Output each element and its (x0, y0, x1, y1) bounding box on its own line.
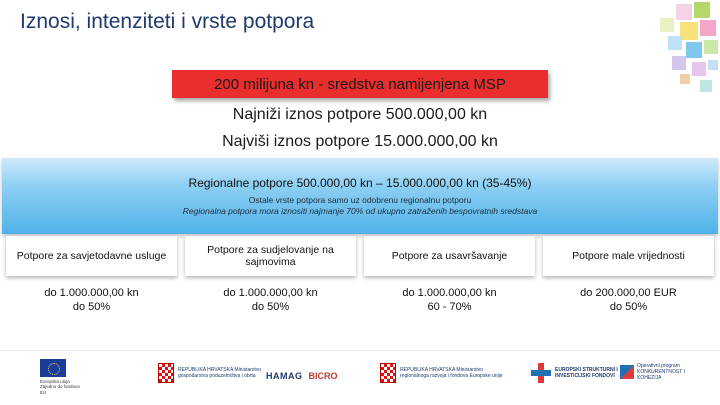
support-column: Potpore za savjetodavne usluge do 1.000.… (2, 236, 181, 348)
support-column-header: Potpore male vrijednosti (543, 236, 714, 276)
ministry-economy-text: REPUBLIKA HRVATSKA Ministarstvo gospodar… (178, 366, 262, 379)
min-amount: Najniži iznos potpore 500.000,00 kn (232, 106, 488, 123)
support-intensity: 60 - 70% (427, 301, 472, 314)
msp-banner: 200 milijuna kn - sredstva namijenjena M… (172, 70, 548, 98)
hamag-bicro-logo: HAMAG BICRO (266, 371, 338, 381)
support-amount: do 1.000.000,00 kn (402, 287, 497, 299)
max-amount: Najviši iznos potpore 15.000.000,00 kn (222, 133, 498, 150)
hamag-text: HAMAG (266, 371, 303, 381)
op-logo: Operativni program KONKURENTNOST I KOHEZ… (620, 363, 709, 381)
support-amount: do 1.000.000,00 kn (223, 287, 318, 299)
support-intensity: do 50% (609, 301, 648, 314)
footer-logos: Europska unija Zajedno do fondova EU REP… (0, 350, 720, 405)
support-column-value: do 200.000,00 EUR do 50% (539, 286, 718, 315)
op-text: Operativni program KONKURENTNOST I KOHEZ… (637, 363, 685, 381)
support-column-header: Potpore za sudjelovanje na sajmovima (185, 236, 356, 276)
support-column: Potpore male vrijednosti do 200.000,00 E… (539, 236, 718, 348)
decorative-squares (610, 0, 720, 100)
support-column: Potpore za usavršavanje do 1.000.000,00 … (360, 236, 539, 348)
slide-title: Iznosi, intenziteti i vrste potpora (20, 10, 315, 33)
ministry-regional-logo: REPUBLIKA HRVATSKA Ministarstvo regional… (380, 363, 510, 383)
eu-logo: Europska unija Zajedno do fondova EU (40, 359, 84, 395)
esif-cross-icon (530, 363, 552, 383)
support-column-value: do 1.000.000,00 kn do 50% (181, 286, 360, 315)
support-columns: Potpore za savjetodavne usluge do 1.000.… (2, 236, 718, 348)
regional-main-text: Regionalne potpore 500.000,00 kn – 15.00… (188, 176, 532, 190)
support-column-header: Potpore za usavršavanje (364, 236, 535, 276)
eu-flag-icon (40, 359, 66, 377)
support-intensity: do 50% (251, 301, 290, 314)
support-amount: do 200.000,00 EUR (580, 287, 677, 299)
regional-note-2: Regionalna potpora mora iznositi najmanj… (182, 206, 538, 216)
esif-logo: EUROPSKI STRUKTURNI I INVESTICIJSKI FOND… (530, 363, 619, 383)
regional-band: Regionalne potpore 500.000,00 kn – 15.00… (2, 158, 718, 234)
support-column-value: do 1.000.000,00 kn do 50% (2, 286, 181, 315)
croatian-shield-icon (380, 363, 396, 383)
bicro-text: BICRO (308, 371, 338, 381)
support-column-header: Potpore za savjetodavne usluge (6, 236, 177, 276)
support-amount: do 1.000.000,00 kn (44, 287, 139, 299)
support-intensity: do 50% (72, 301, 111, 314)
ministry-regional-text: REPUBLIKA HRVATSKA Ministarstvo regional… (400, 366, 503, 379)
support-column: Potpore za sudjelovanje na sajmovima do … (181, 236, 360, 348)
eu-text: Europska unija Zajedno do fondova EU (40, 379, 80, 395)
esif-text: EUROPSKI STRUKTURNI I INVESTICIJSKI FOND… (555, 367, 618, 379)
regional-note-1: Ostale vrste potpora samo uz odobrenu re… (248, 195, 472, 205)
ministry-economy-logo: REPUBLIKA HRVATSKA Ministarstvo gospodar… (158, 363, 264, 383)
op-logo-icon (620, 365, 634, 379)
croatian-shield-icon (158, 363, 174, 383)
support-column-value: do 1.000.000,00 kn 60 - 70% (360, 286, 539, 315)
